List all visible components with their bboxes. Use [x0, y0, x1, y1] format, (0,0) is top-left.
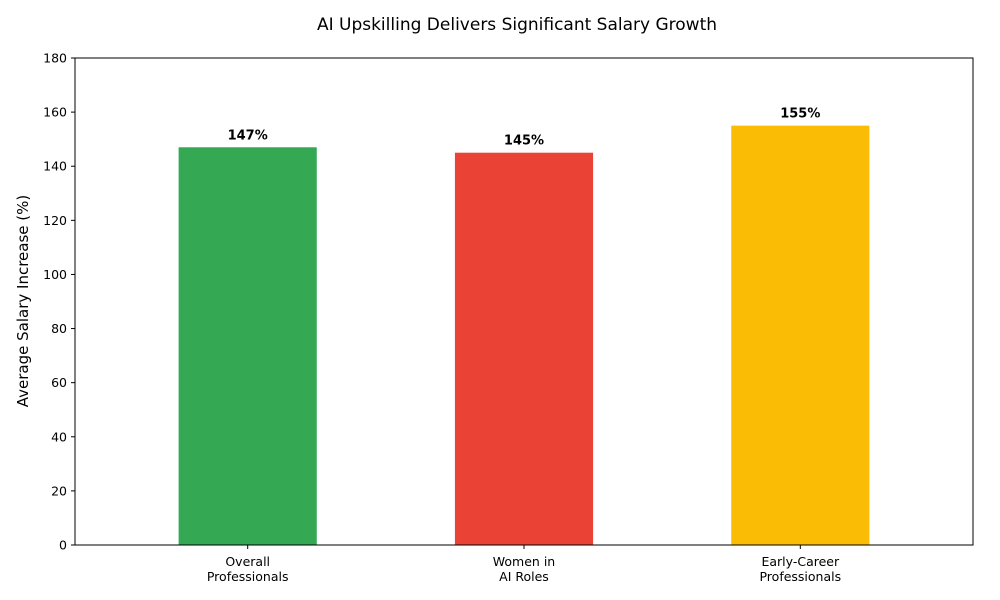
x-axis: Overall Professionals Women in AI Roles Earl… — [207, 545, 841, 584]
y-axis-label: Average Salary Increase (%) — [14, 195, 32, 407]
x-tick-label-overall-professionals: Overall Professionals — [207, 554, 289, 584]
data-label-women-in-ai-roles: 145% — [504, 134, 544, 149]
bar-early-career-professionals — [731, 125, 870, 545]
y-tick-label-0: 0 — [59, 538, 67, 553]
bars-layer — [178, 125, 870, 546]
plot-frame — [74, 57, 974, 546]
data-label-overall-professionals: 147% — [228, 128, 268, 143]
y-tick-label-60: 60 — [51, 375, 67, 390]
chart-title: AI Upskilling Delivers Significant Salar… — [317, 15, 717, 35]
bar-women-in-ai-roles — [454, 152, 594, 545]
y-axis: 0 20 40 60 80 100 120 140 160 180 — [43, 51, 75, 553]
y-tick-label-180: 180 — [43, 51, 67, 66]
bar-overall-professionals — [178, 147, 317, 546]
x-tick-label-women-in-ai-roles: Women in AI Roles — [493, 554, 555, 584]
y-tick-label-100: 100 — [43, 267, 67, 282]
data-label-early-career-professionals: 155% — [780, 107, 820, 122]
y-tick-label-80: 80 — [51, 321, 67, 336]
y-tick-label-140: 140 — [43, 159, 67, 174]
x-tick-label-early-career-professionals: Early-Career Professionals — [759, 554, 841, 584]
y-tick-label-20: 20 — [51, 483, 67, 498]
data-labels-layer: 147% 145% 155% — [228, 107, 821, 149]
y-tick-label-120: 120 — [43, 213, 67, 228]
y-tick-label-160: 160 — [43, 105, 67, 120]
y-tick-label-40: 40 — [51, 429, 67, 444]
